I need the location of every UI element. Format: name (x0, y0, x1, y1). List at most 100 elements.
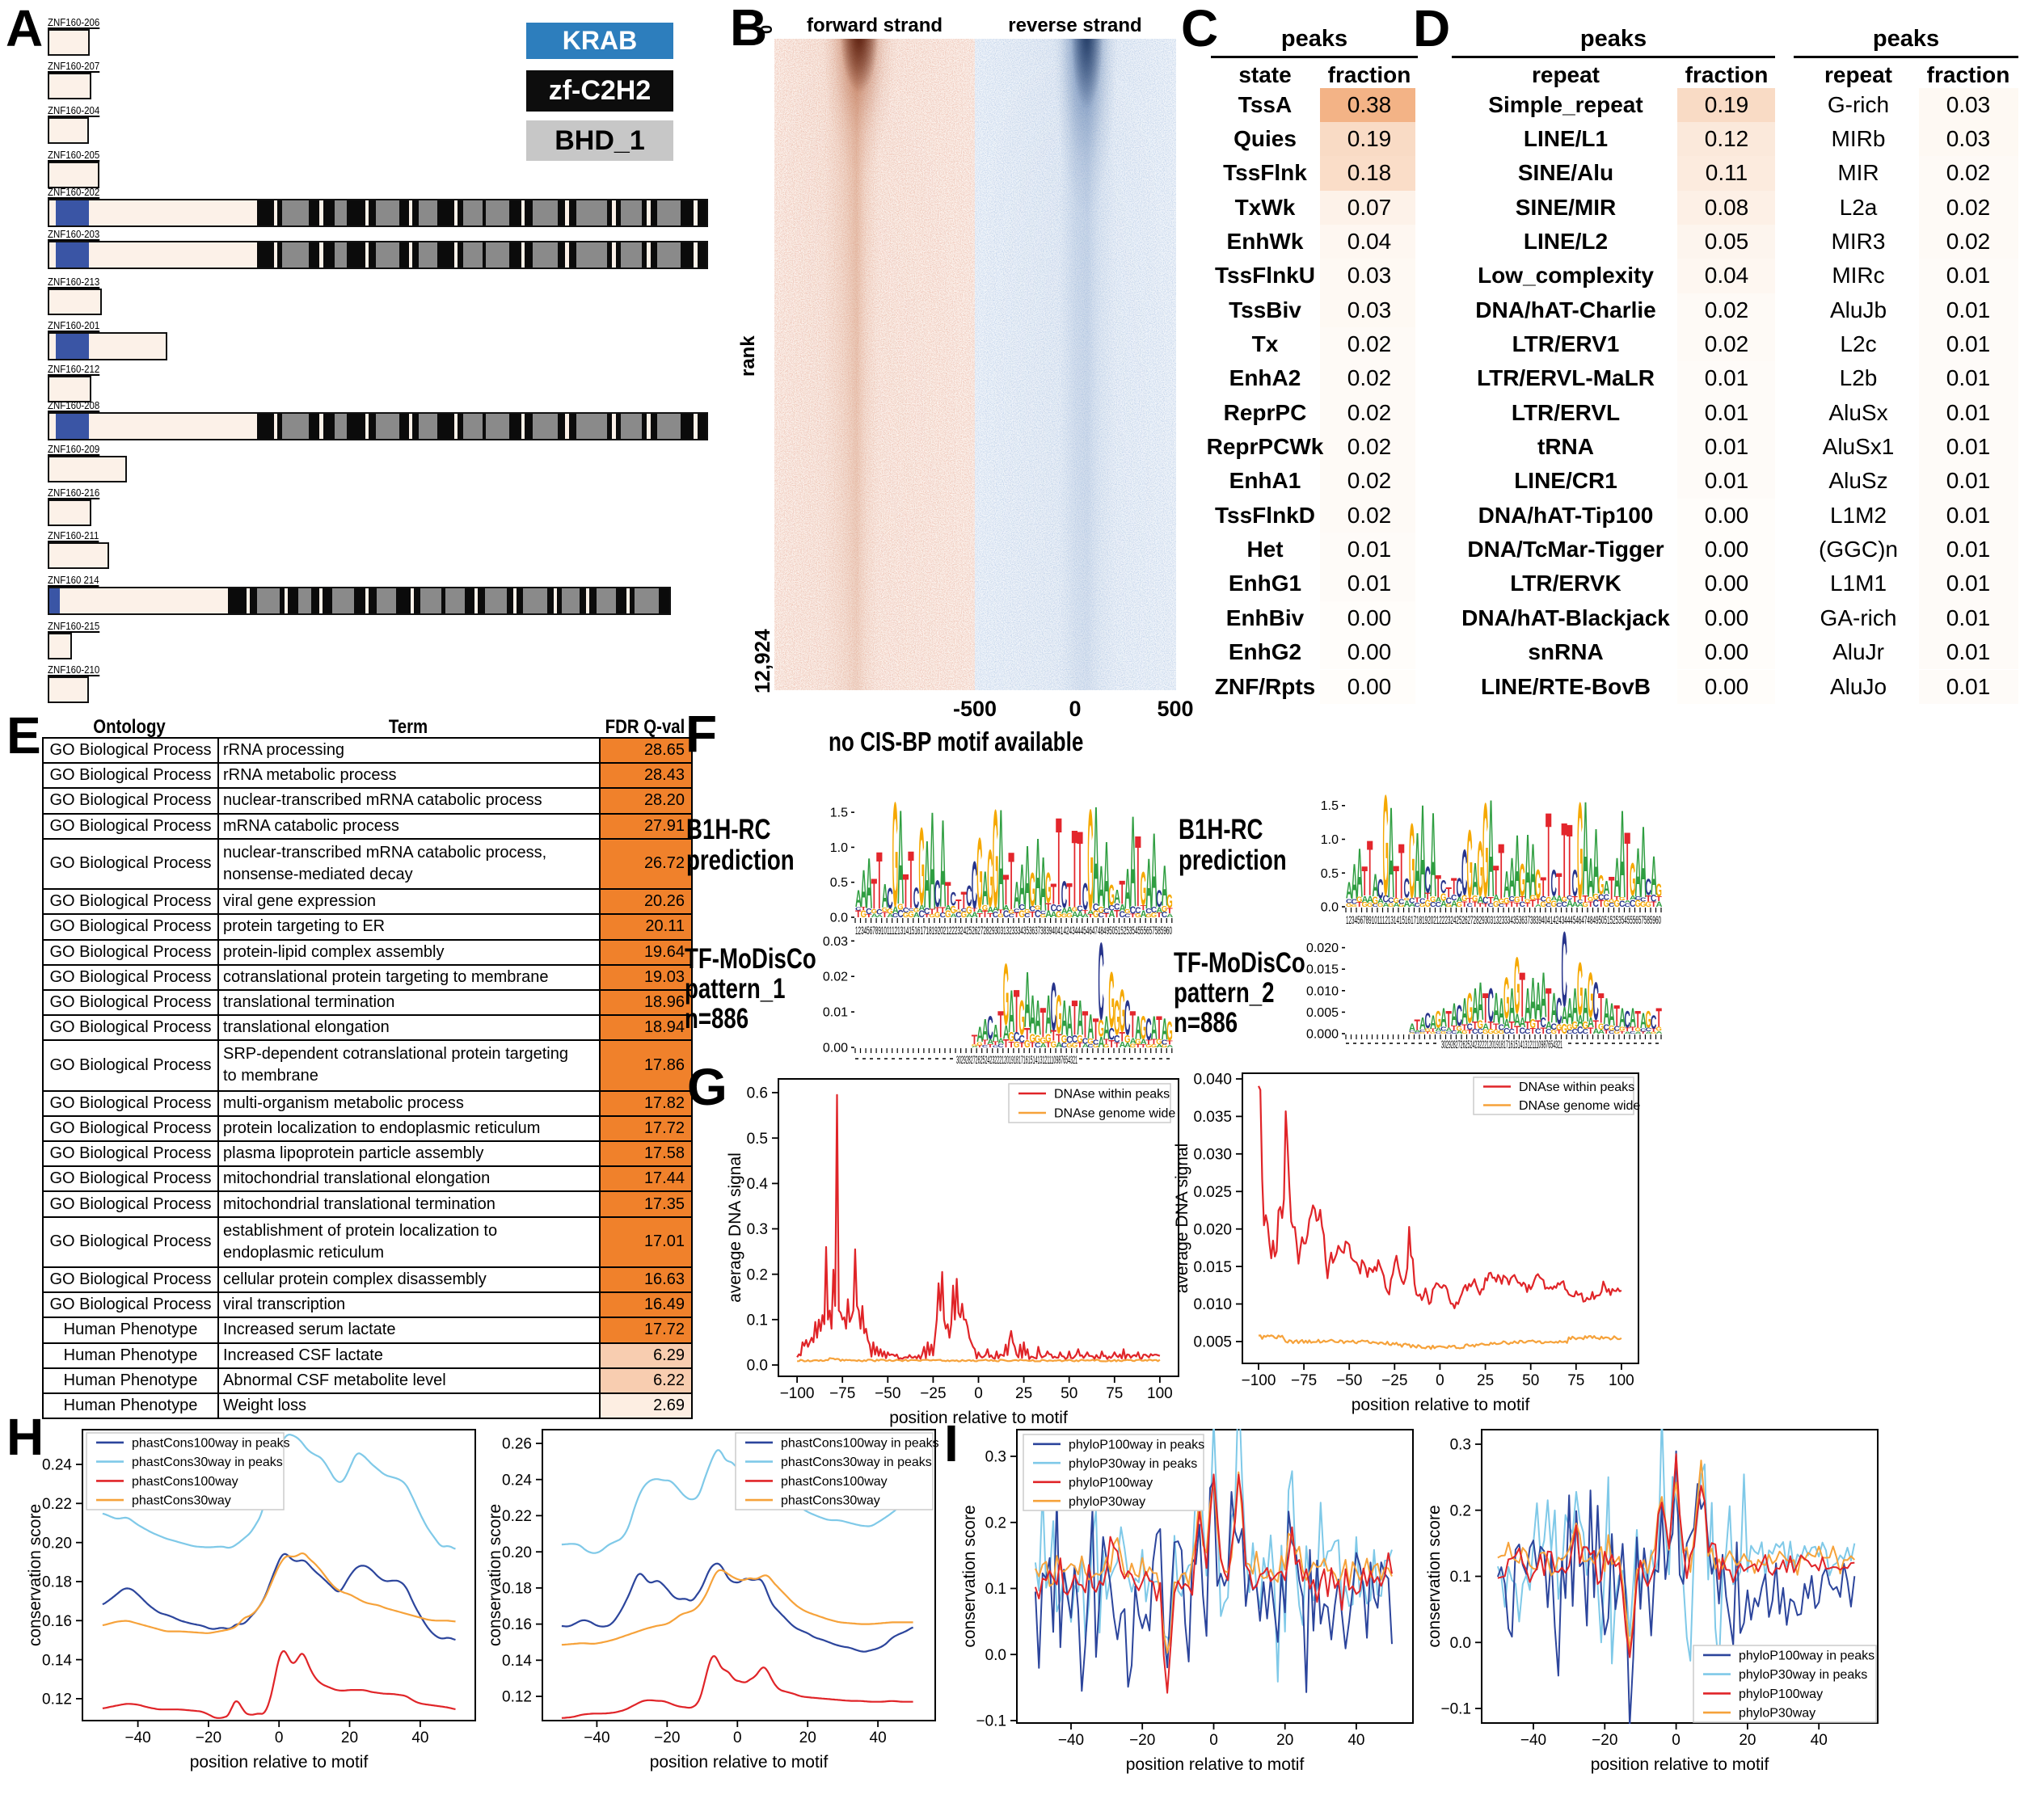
svg-text:A: A (976, 1022, 983, 1047)
svg-text:C: C (892, 912, 899, 919)
svg-text:A: A (861, 858, 867, 918)
svg-text:A: A (876, 913, 883, 918)
svg-text:A: A (1162, 1012, 1168, 1046)
svg-text:0.24: 0.24 (42, 1457, 72, 1474)
svg-text:G: G (1367, 901, 1373, 908)
svg-text:G: G (1478, 1018, 1483, 1031)
svg-text:A: A (1588, 847, 1594, 909)
svg-text:C: C (1499, 1023, 1505, 1032)
svg-text:A: A (1014, 875, 1020, 917)
svg-text:C: C (940, 912, 947, 919)
svg-text:0.6: 0.6 (747, 1085, 768, 1102)
svg-text:T: T (1446, 886, 1452, 901)
svg-text:average DNA signal: average DNA signal (726, 1152, 744, 1303)
svg-text:T: T (1535, 898, 1541, 906)
svg-text:A: A (1404, 899, 1411, 909)
svg-text:T: T (1082, 1003, 1088, 1046)
svg-text:C: C (1541, 1016, 1546, 1031)
svg-text:A: A (887, 913, 894, 919)
svg-text:A: A (1040, 843, 1047, 928)
svg-text:C: C (1077, 904, 1083, 913)
svg-text:A: A (1156, 1043, 1163, 1048)
svg-text:C: C (1640, 1027, 1646, 1033)
svg-text:0.16: 0.16 (42, 1613, 72, 1630)
svg-text:0.040: 0.040 (1193, 1072, 1232, 1089)
svg-text:0.000: 0.000 (1306, 1028, 1339, 1042)
svg-text:20: 20 (341, 1729, 358, 1746)
svg-text:conservation score: conservation score (486, 1504, 504, 1646)
svg-text:T: T (1425, 891, 1432, 902)
svg-text:A: A (1166, 912, 1173, 918)
svg-text:T: T (1030, 911, 1036, 920)
svg-text:A: A (993, 1020, 999, 1047)
svg-text:A: A (1056, 1042, 1063, 1050)
svg-text:T: T (1541, 873, 1547, 903)
svg-text:G: G (1514, 941, 1520, 1030)
svg-text:−100: −100 (780, 1385, 815, 1402)
svg-text:−75: −75 (829, 1385, 855, 1402)
svg-text:A: A (1124, 1042, 1131, 1049)
svg-text:phastCons30way: phastCons30way (781, 1494, 880, 1508)
svg-text:A: A (1093, 777, 1099, 933)
svg-text:−50: −50 (875, 1385, 900, 1402)
svg-text:T: T (1156, 912, 1162, 919)
svg-text:G: G (1614, 899, 1620, 909)
svg-text:T: T (1040, 999, 1046, 1046)
svg-text:T: T (1604, 1030, 1610, 1035)
svg-text:A: A (1482, 1022, 1489, 1032)
svg-text:0.015: 0.015 (1306, 963, 1339, 977)
svg-text:A: A (1503, 1017, 1510, 1030)
svg-text:T: T (1546, 788, 1551, 922)
svg-text:G: G (1040, 1036, 1046, 1046)
svg-text:T: T (1145, 1039, 1152, 1047)
svg-text:C: C (1398, 898, 1405, 905)
svg-text:G: G (1646, 1006, 1651, 1034)
svg-text:A: A (1614, 846, 1621, 908)
svg-text:phastCons100way: phastCons100way (132, 1475, 238, 1489)
svg-text:A: A (1130, 1037, 1137, 1047)
svg-text:A: A (972, 1046, 978, 1047)
svg-text:G: G (993, 780, 998, 936)
svg-text:C: C (1151, 906, 1158, 915)
svg-text:G: G (1619, 896, 1625, 901)
svg-text:A: A (897, 783, 904, 933)
svg-text:G: G (1419, 903, 1425, 908)
svg-text:C: C (1061, 874, 1067, 916)
svg-text:G: G (1556, 1023, 1562, 1032)
svg-text:G: G (1551, 1028, 1558, 1035)
svg-text:C: C (1404, 874, 1410, 904)
svg-text:T: T (1398, 828, 1404, 916)
svg-text:A: A (1030, 985, 1036, 1046)
svg-text:C: C (1383, 895, 1389, 905)
svg-text:DNAse genome wide: DNAse genome wide (1519, 1099, 1640, 1113)
svg-text:A: A (1367, 894, 1373, 905)
svg-text:C: C (1135, 905, 1141, 916)
svg-text:A: A (1409, 1022, 1415, 1034)
svg-text:C: C (972, 847, 977, 923)
svg-text:C: C (1509, 895, 1516, 903)
svg-text:T: T (972, 908, 978, 913)
svg-text:C: C (1630, 899, 1635, 909)
svg-text:G: G (871, 908, 878, 915)
svg-text:0.24: 0.24 (502, 1472, 532, 1489)
svg-text:T: T (987, 1043, 993, 1048)
svg-text:G: G (1457, 901, 1462, 908)
svg-text:A: A (1035, 817, 1041, 925)
svg-text:T: T (1166, 908, 1173, 916)
svg-text:G: G (1156, 1038, 1162, 1046)
svg-text:G: G (1124, 908, 1131, 915)
svg-text:G: G (1446, 903, 1452, 908)
svg-text:C: C (1440, 1026, 1447, 1032)
svg-text:T: T (1556, 867, 1562, 904)
svg-text:C: C (1093, 1038, 1099, 1046)
svg-text:C: C (1520, 1026, 1526, 1036)
svg-text:C: C (1625, 1006, 1630, 1033)
svg-text:T: T (1072, 807, 1077, 931)
svg-text:20: 20 (799, 1729, 816, 1746)
svg-text:T: T (1103, 1038, 1110, 1047)
svg-text:C: C (1430, 901, 1436, 908)
svg-text:A: A (1593, 811, 1600, 914)
svg-text:20: 20 (1276, 1732, 1293, 1749)
svg-text:G: G (945, 909, 951, 920)
svg-text:−100: −100 (1242, 1372, 1276, 1389)
